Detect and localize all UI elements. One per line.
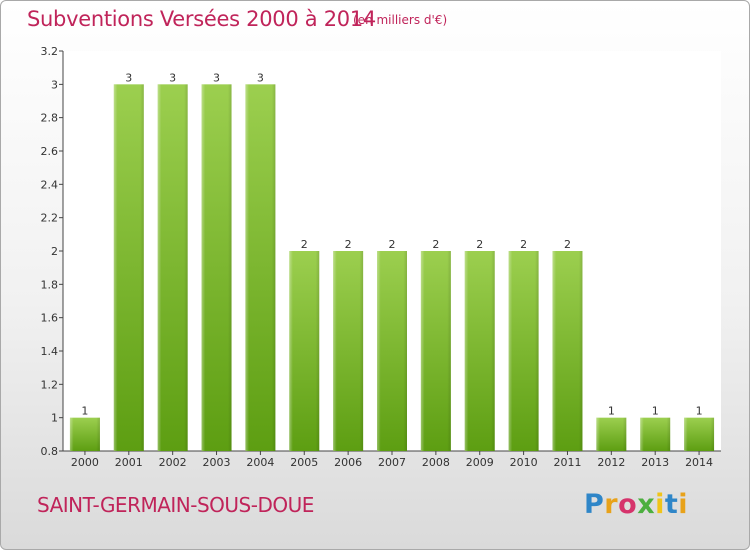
y-tick-label: 1.4 [41, 345, 59, 358]
x-tick-label: 2000 [71, 456, 99, 469]
data-label: 2 [432, 238, 439, 251]
x-tick-label: 2011 [553, 456, 581, 469]
x-tick-label: 2003 [203, 456, 231, 469]
bar-shading [157, 84, 188, 451]
x-tick-label: 2001 [115, 456, 143, 469]
bar-shading [640, 417, 671, 451]
brand-letter: o [618, 489, 638, 520]
brand-letter: i [655, 489, 665, 520]
data-label: 1 [652, 405, 659, 418]
brand-letter: P [584, 489, 605, 520]
bar-shading [245, 84, 276, 451]
y-tick-label: 2.6 [41, 145, 59, 158]
y-tick-label: 2.8 [41, 112, 59, 125]
x-tick-label: 2012 [597, 456, 625, 469]
y-tick-label: 1.6 [41, 312, 59, 325]
y-tick-label: 2.2 [41, 212, 59, 225]
y-tick-label: 3.2 [41, 45, 59, 58]
brand-letter: i [678, 489, 689, 520]
data-label: 1 [696, 405, 703, 418]
y-tick-label: 2.4 [41, 178, 59, 191]
x-tick-label: 2005 [290, 456, 318, 469]
data-label: 2 [564, 238, 571, 251]
x-tick-label: 2002 [159, 456, 187, 469]
x-tick-label: 2008 [422, 456, 450, 469]
data-label: 2 [389, 238, 396, 251]
y-tick-label: 1 [51, 412, 58, 425]
y-tick-label: 2 [51, 245, 58, 258]
data-label: 1 [608, 405, 615, 418]
x-tick-label: 2006 [334, 456, 362, 469]
y-tick-label: 0.8 [41, 445, 59, 458]
brand-letter: r [604, 489, 619, 520]
bar-shading [420, 251, 451, 451]
y-tick-label: 3 [51, 78, 58, 91]
commune-name: SAINT-GERMAIN-SOUS-DOUE [37, 493, 314, 517]
x-tick-label: 2009 [466, 456, 494, 469]
bar-shading [69, 417, 100, 451]
bar-shading [289, 251, 320, 451]
bar-shading [596, 417, 627, 451]
chart-title: Subventions Versées 2000 à 2014 [27, 7, 376, 31]
brand-letter: t [664, 489, 679, 520]
brand-letter: x [637, 489, 656, 520]
data-label: 3 [213, 71, 220, 84]
data-label: 3 [125, 71, 132, 84]
x-tick-label: 2014 [685, 456, 713, 469]
x-tick-label: 2010 [510, 456, 538, 469]
bar-shading [464, 251, 495, 451]
data-label: 2 [345, 238, 352, 251]
x-tick-label: 2013 [641, 456, 669, 469]
bar-shading [684, 417, 715, 451]
y-tick-label: 1.2 [41, 378, 59, 391]
bar-shading [113, 84, 144, 451]
data-label: 2 [520, 238, 527, 251]
bar-shading [377, 251, 407, 451]
y-tick-label: 1.8 [41, 278, 59, 291]
x-tick-label: 2004 [246, 456, 274, 469]
bar-shading [201, 84, 232, 451]
bar-shading [508, 251, 539, 451]
unit-note: (en milliers d'€) [353, 13, 448, 27]
data-label: 3 [257, 71, 264, 84]
data-label: 2 [476, 238, 483, 251]
data-label: 2 [301, 238, 308, 251]
brand-logo: Proxiti [584, 489, 688, 520]
data-label: 3 [169, 71, 176, 84]
data-label: 1 [81, 405, 88, 418]
bar-shading [552, 251, 583, 451]
x-tick-label: 2007 [378, 456, 406, 469]
bar-shading [333, 251, 364, 451]
